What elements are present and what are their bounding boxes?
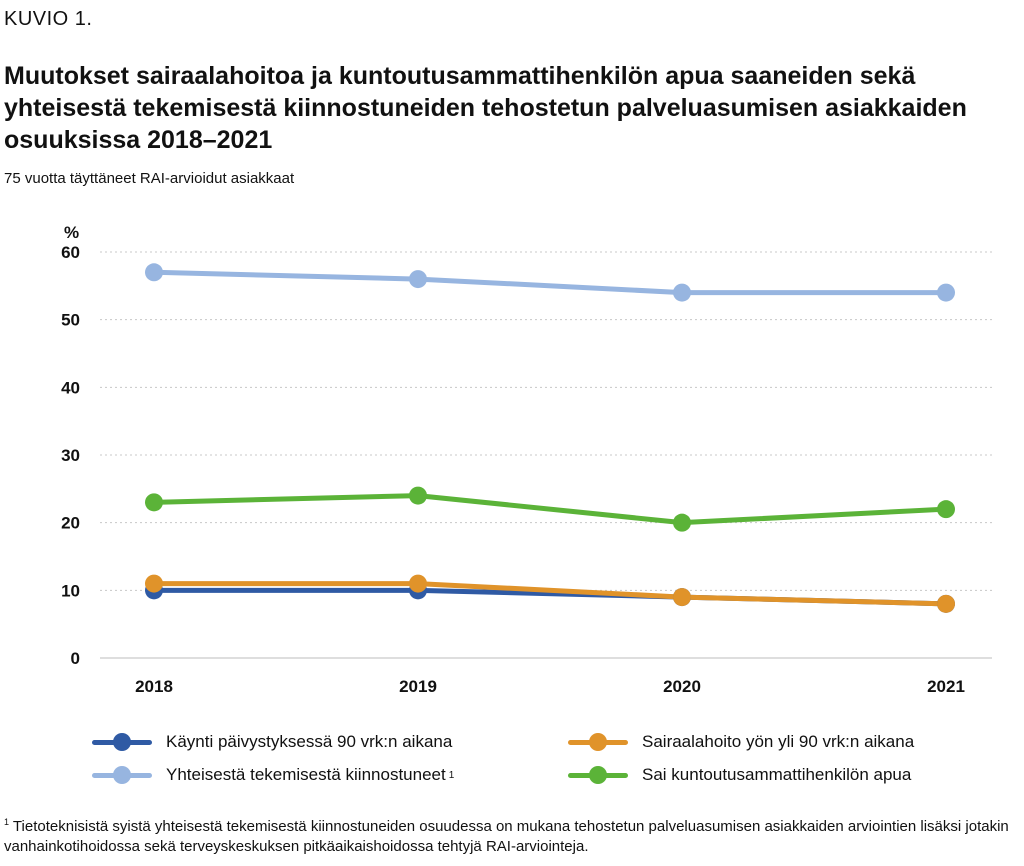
data-point xyxy=(673,283,691,302)
data-point xyxy=(409,574,427,593)
series-line xyxy=(151,269,949,296)
legend-swatch-kuntoutus xyxy=(568,765,628,785)
legend-label-kuntoutus: Sai kuntoutusammattihenkilön apua xyxy=(642,765,912,784)
data-point xyxy=(409,270,427,289)
legend-item-sairaalahoito: Sairaalahoito yön yli 90 vrk:n aikana xyxy=(568,732,914,752)
legend-footnote-marker: 1 xyxy=(448,769,455,781)
data-point xyxy=(937,500,955,519)
footnote-marker: 1 xyxy=(4,817,10,827)
legend-item-paivystys: Käynti päivystyksessä 90 vrk:n aikana xyxy=(92,732,452,752)
y-tick-label: 60 xyxy=(61,243,80,262)
series-points xyxy=(145,263,955,613)
x-tick-label: 2020 xyxy=(663,677,701,696)
data-point xyxy=(145,493,163,512)
y-unit-label: % xyxy=(64,223,79,242)
y-tick-label: 20 xyxy=(61,514,80,533)
legend-swatch-yhteinen-tekeminen xyxy=(92,765,152,785)
footnote: 1 Tietoteknisistä syistä yhteisestä teke… xyxy=(4,812,1014,857)
data-point xyxy=(937,283,955,302)
series-line xyxy=(151,581,949,607)
y-tick-label: 10 xyxy=(61,581,80,600)
x-tick-label: 2021 xyxy=(927,677,965,696)
figure-label: KUVIO 1. xyxy=(4,8,93,30)
x-tick-labels: 2018 2019 2020 2021 xyxy=(135,677,965,696)
gridlines xyxy=(100,251,992,659)
data-point xyxy=(145,263,163,282)
y-tick-labels: 0 10 20 30 40 50 60 xyxy=(61,243,80,668)
legend-label-sairaalahoito: Sairaalahoito yön yli 90 vrk:n aikana xyxy=(642,732,915,751)
legend-label-yhteinen-tekeminen: Yhteisestä tekemisestä kiinnostuneet xyxy=(166,765,446,784)
data-point xyxy=(145,574,163,593)
y-tick-label: 50 xyxy=(61,311,80,330)
legend-swatch-sairaalahoito xyxy=(568,732,628,752)
footnote-text: Tietoteknisistä syistä yhteisestä tekemi… xyxy=(4,818,1009,855)
series-lines xyxy=(151,269,949,607)
legend-item-kuntoutus: Sai kuntoutusammattihenkilön apua xyxy=(568,765,911,785)
y-tick-label: 30 xyxy=(61,446,80,465)
data-point xyxy=(409,486,427,505)
y-tick-label: 40 xyxy=(61,378,80,397)
legend-swatch-paivystys xyxy=(92,732,152,752)
chart-subtitle: 75 vuotta täyttäneet RAI-arvioidut asiak… xyxy=(4,170,295,187)
series-line xyxy=(151,493,949,526)
data-point xyxy=(673,588,691,607)
x-tick-label: 2018 xyxy=(135,677,173,696)
legend-item-yhteinen-tekeminen: Yhteisestä tekemisestä kiinnostuneet 1 xyxy=(92,765,454,785)
x-tick-label: 2019 xyxy=(399,677,437,696)
line-chart: 0 10 20 30 40 50 60 % 2018 2019 2020 2021 xyxy=(61,223,992,696)
chart-title: Muutokset sairaalahoitoa ja kuntoutusamm… xyxy=(4,62,967,154)
data-point xyxy=(673,513,691,532)
y-tick-label: 0 xyxy=(71,649,80,668)
data-point xyxy=(937,594,955,613)
legend-label-paivystys: Käynti päivystyksessä 90 vrk:n aikana xyxy=(166,732,453,751)
